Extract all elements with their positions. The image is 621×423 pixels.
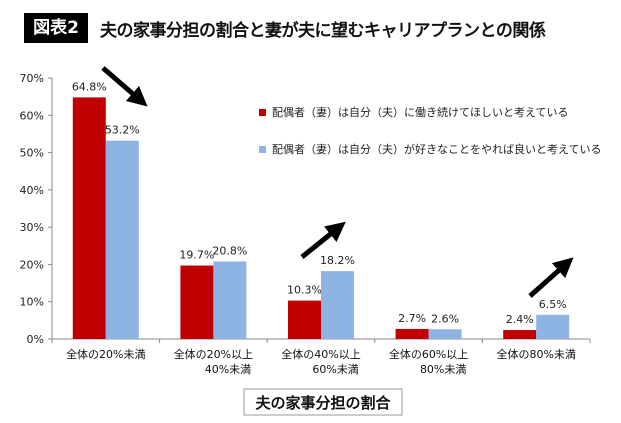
- legend-label: 配偶者（妻）は自分（夫）に働き続けてほしいと考えている: [272, 105, 568, 119]
- bar-do-what-he-likes: [536, 314, 570, 339]
- x-tick-label: 全体の60%以上: [389, 347, 468, 361]
- y-tick-label: 0%: [27, 333, 44, 346]
- y-tick-label: 60%: [20, 109, 44, 122]
- x-tick-label: 全体の40%以上: [281, 347, 360, 361]
- data-label: 64.8%: [72, 80, 107, 93]
- legend-swatch: [259, 109, 266, 116]
- x-tick-label: 全体の20%以上: [174, 347, 253, 361]
- legend-swatch: [259, 146, 266, 153]
- bar-continue-work: [395, 328, 429, 339]
- bar-continue-work: [288, 300, 321, 339]
- bar-do-what-he-likes: [321, 271, 354, 339]
- bar-do-what-he-likes: [105, 140, 139, 339]
- figure-number-badge: 図表2: [24, 13, 88, 43]
- x-tick-label: 全体の20%未満: [66, 347, 145, 361]
- bar-continue-work: [503, 330, 537, 339]
- y-tick-label: 20%: [20, 258, 44, 271]
- data-label: 53.2%: [105, 124, 140, 137]
- data-label: 19.7%: [179, 249, 214, 262]
- x-tick-label: 全体の80%未満: [496, 347, 575, 361]
- data-label: 6.5%: [539, 298, 567, 311]
- y-tick-label: 10%: [20, 296, 44, 309]
- x-tick-label: 40%未満: [205, 363, 251, 376]
- data-label: 2.4%: [506, 313, 534, 326]
- data-label: 2.6%: [431, 312, 459, 325]
- legend-label: 配偶者（妻）は自分（夫）が好きなことをやれば良いと考えている: [272, 142, 601, 156]
- trend-arrow-icon: [300, 221, 346, 259]
- bar-continue-work: [180, 265, 214, 339]
- bar-do-what-he-likes: [428, 329, 462, 339]
- data-label: 20.8%: [212, 244, 247, 257]
- chart-title: 夫の家事分担の割合と妻が夫に望むキャリアプランとの関係: [100, 21, 546, 41]
- bar-do-what-he-likes: [213, 261, 247, 339]
- data-label: 10.3%: [287, 284, 322, 297]
- data-label: 18.2%: [320, 254, 355, 267]
- y-tick-label: 40%: [20, 184, 44, 197]
- x-tick-label: 60%未満: [312, 363, 358, 376]
- y-tick-label: 30%: [20, 221, 44, 234]
- x-axis-title: 夫の家事分担の割合: [255, 394, 391, 412]
- x-axis-title-box: [243, 388, 403, 416]
- x-tick-label: 80%未満: [420, 363, 466, 376]
- y-tick-label: 50%: [20, 147, 44, 160]
- bar-continue-work: [72, 97, 106, 339]
- trend-arrow-icon: [528, 257, 574, 298]
- data-label: 2.7%: [398, 312, 426, 325]
- y-tick-label: 70%: [20, 72, 44, 85]
- trend-arrow-icon: [101, 66, 148, 107]
